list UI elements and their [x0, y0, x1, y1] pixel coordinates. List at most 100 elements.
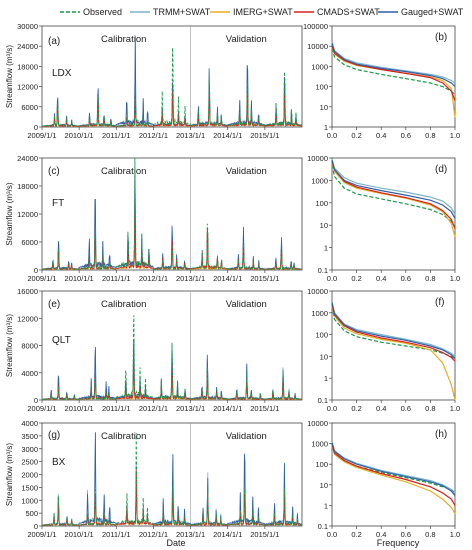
x-tick-label: 2011/1/1: [102, 131, 131, 140]
x-tick-label: 2010/1/1: [65, 131, 94, 140]
y-tick-label: 1: [324, 244, 328, 253]
legend: Observed TRMM+SWAT IMERG+SWAT CMADS+SWAT…: [60, 7, 464, 17]
fdc-series-imergswat-line: [331, 445, 456, 514]
validation-label: Validation: [226, 431, 267, 442]
y-tick-label: 4000: [21, 369, 38, 378]
y-tick-label: 2500: [21, 458, 38, 467]
x-tick-label: 2013/1/1: [176, 131, 205, 140]
y-tick-label: 18000: [17, 62, 38, 71]
y-tick-label: 0: [34, 396, 38, 405]
y-axis-title: Streamflow (m³/s): [5, 182, 14, 245]
y-tick-label: 18000: [17, 182, 38, 191]
validation-label: Validation: [226, 299, 267, 310]
y-tick-label: 100000: [303, 22, 328, 31]
y-tick-label: 1: [324, 123, 328, 132]
y-tick-label: 16000: [17, 287, 38, 296]
x-tick-label: 2012/1/1: [139, 530, 168, 539]
y-tick-label: 0.1: [318, 266, 328, 275]
plot-frame: [331, 290, 456, 401]
y-tick-label: 1000: [311, 440, 328, 449]
x-tick-label: 0.4: [376, 530, 386, 539]
panel-label: (c): [48, 166, 60, 177]
x-tick-label: 0.2: [351, 274, 361, 283]
station-label: BX: [52, 457, 66, 468]
validation-label: Validation: [226, 166, 267, 177]
legend-entry-imerg: IMERG+SWAT: [210, 7, 293, 17]
fdc-series-observed-line: [331, 306, 456, 361]
y-tick-label: 1: [324, 501, 328, 510]
station-label: FT: [52, 198, 64, 209]
series-observed-line: [42, 47, 302, 127]
fdc-series-cmadsswat-line: [331, 303, 456, 362]
y-tick-label: 10000: [307, 154, 328, 163]
panel-ldx-timeseries: 0 6000 12000 18000 24000 30000 2009/1/1 2010/1/…: [5, 22, 303, 140]
series-observed-line: [42, 315, 302, 400]
legend-label-imerg: IMERG+SWAT: [233, 7, 293, 17]
panel-b-duration-curve: 1 10 100 1000 10000 100000 0.0 0.2 0.4 0.6 0.8 1.0 (…: [303, 22, 460, 140]
x-tick-label: 0.6: [401, 274, 411, 283]
y-tick-label: 10000: [307, 287, 328, 296]
x-tick-label: 0.0: [327, 404, 337, 413]
legend-entry-cmads: CMADS+SWAT: [294, 7, 380, 17]
y-tick-label: 100: [315, 199, 328, 208]
x-tick-label: 2009/1/1: [27, 131, 56, 140]
fdc-series-cmadsswat-line: [331, 444, 456, 506]
y-tick-label: 10: [320, 221, 328, 230]
panel-ft-timeseries: 0 6000 12000 18000 24000 2009/1/1 2010/1/1 2011…: [5, 154, 303, 283]
station-label: LDX: [52, 68, 72, 79]
fdc-series-imergswat-line: [331, 162, 456, 238]
fdc-series-cmadsswat-line: [331, 45, 456, 101]
fdc-series-gaugedswat-line: [331, 442, 456, 496]
fdc-series-observed-line: [331, 444, 456, 494]
y-tick-label: 12000: [17, 314, 38, 323]
panel-label: (g): [48, 430, 60, 441]
x-tick-label: 2014/1/1: [213, 530, 242, 539]
y-tick-label: 100: [315, 83, 328, 92]
y-tick-label: 0.1: [318, 396, 328, 405]
x-tick-label: 0.8: [425, 530, 435, 539]
fdc-series-trmmswat-line: [331, 441, 456, 496]
y-tick-label: 10: [320, 103, 328, 112]
y-tick-label: 10: [320, 352, 328, 361]
series-cmadsswat-line: [42, 364, 302, 400]
y-tick-label: 30000: [17, 22, 38, 31]
x-tick-label: 2015/1/1: [250, 530, 279, 539]
y-tick-label: 6000: [21, 103, 38, 112]
y-tick-label: 0: [34, 266, 38, 275]
fdc-series-gaugedswat-line: [331, 302, 456, 359]
x-tick-label: 2011/1/1: [102, 404, 131, 413]
y-tick-label: 500: [25, 509, 38, 518]
x-tick-label: 2014/1/1: [213, 131, 242, 140]
calibration-label: Calibration: [101, 299, 146, 310]
x-tick-label: 1.0: [450, 404, 460, 413]
y-tick-label: 3000: [21, 445, 38, 454]
legend-entry-observed: Observed: [60, 7, 122, 17]
fdc-series-gaugedswat-line: [331, 160, 456, 219]
x-tick-label: 2009/1/1: [27, 404, 56, 413]
panel-bx-timeseries: 0 500 1000 1500 2000 2500 3000 3500 4000 2009/1/1…: [5, 419, 303, 539]
x-tick-label: 0.4: [376, 274, 386, 283]
legend-label-cmads: CMADS+SWAT: [317, 7, 380, 17]
y-tick-label: 1500: [21, 483, 38, 492]
plot-frame: [41, 25, 303, 128]
panel-label: (d): [435, 164, 447, 175]
x-tick-label: 2015/1/1: [250, 274, 279, 283]
x-tick-label: 1.0: [450, 131, 460, 140]
calibration-label: Calibration: [101, 431, 146, 442]
x-axis-title-frequency: Frequency: [377, 538, 420, 548]
y-tick-label: 24000: [17, 42, 38, 51]
x-tick-label: 0.2: [351, 530, 361, 539]
panel-label: (f): [435, 297, 444, 308]
legend-label-observed: Observed: [83, 7, 122, 17]
x-tick-label: 0.0: [327, 131, 337, 140]
x-tick-label: 2009/1/1: [27, 274, 56, 283]
x-tick-label: 0.2: [351, 131, 361, 140]
y-tick-label: 10000: [307, 419, 328, 428]
y-tick-label: 10000: [307, 42, 328, 51]
x-tick-label: 2014/1/1: [213, 274, 242, 283]
x-tick-label: 2009/1/1: [27, 530, 56, 539]
y-tick-label: 0: [34, 522, 38, 531]
y-tick-label: 10: [320, 481, 328, 490]
x-tick-label: 2011/1/1: [102, 530, 131, 539]
fdc-series-gaugedswat-line: [331, 43, 456, 88]
